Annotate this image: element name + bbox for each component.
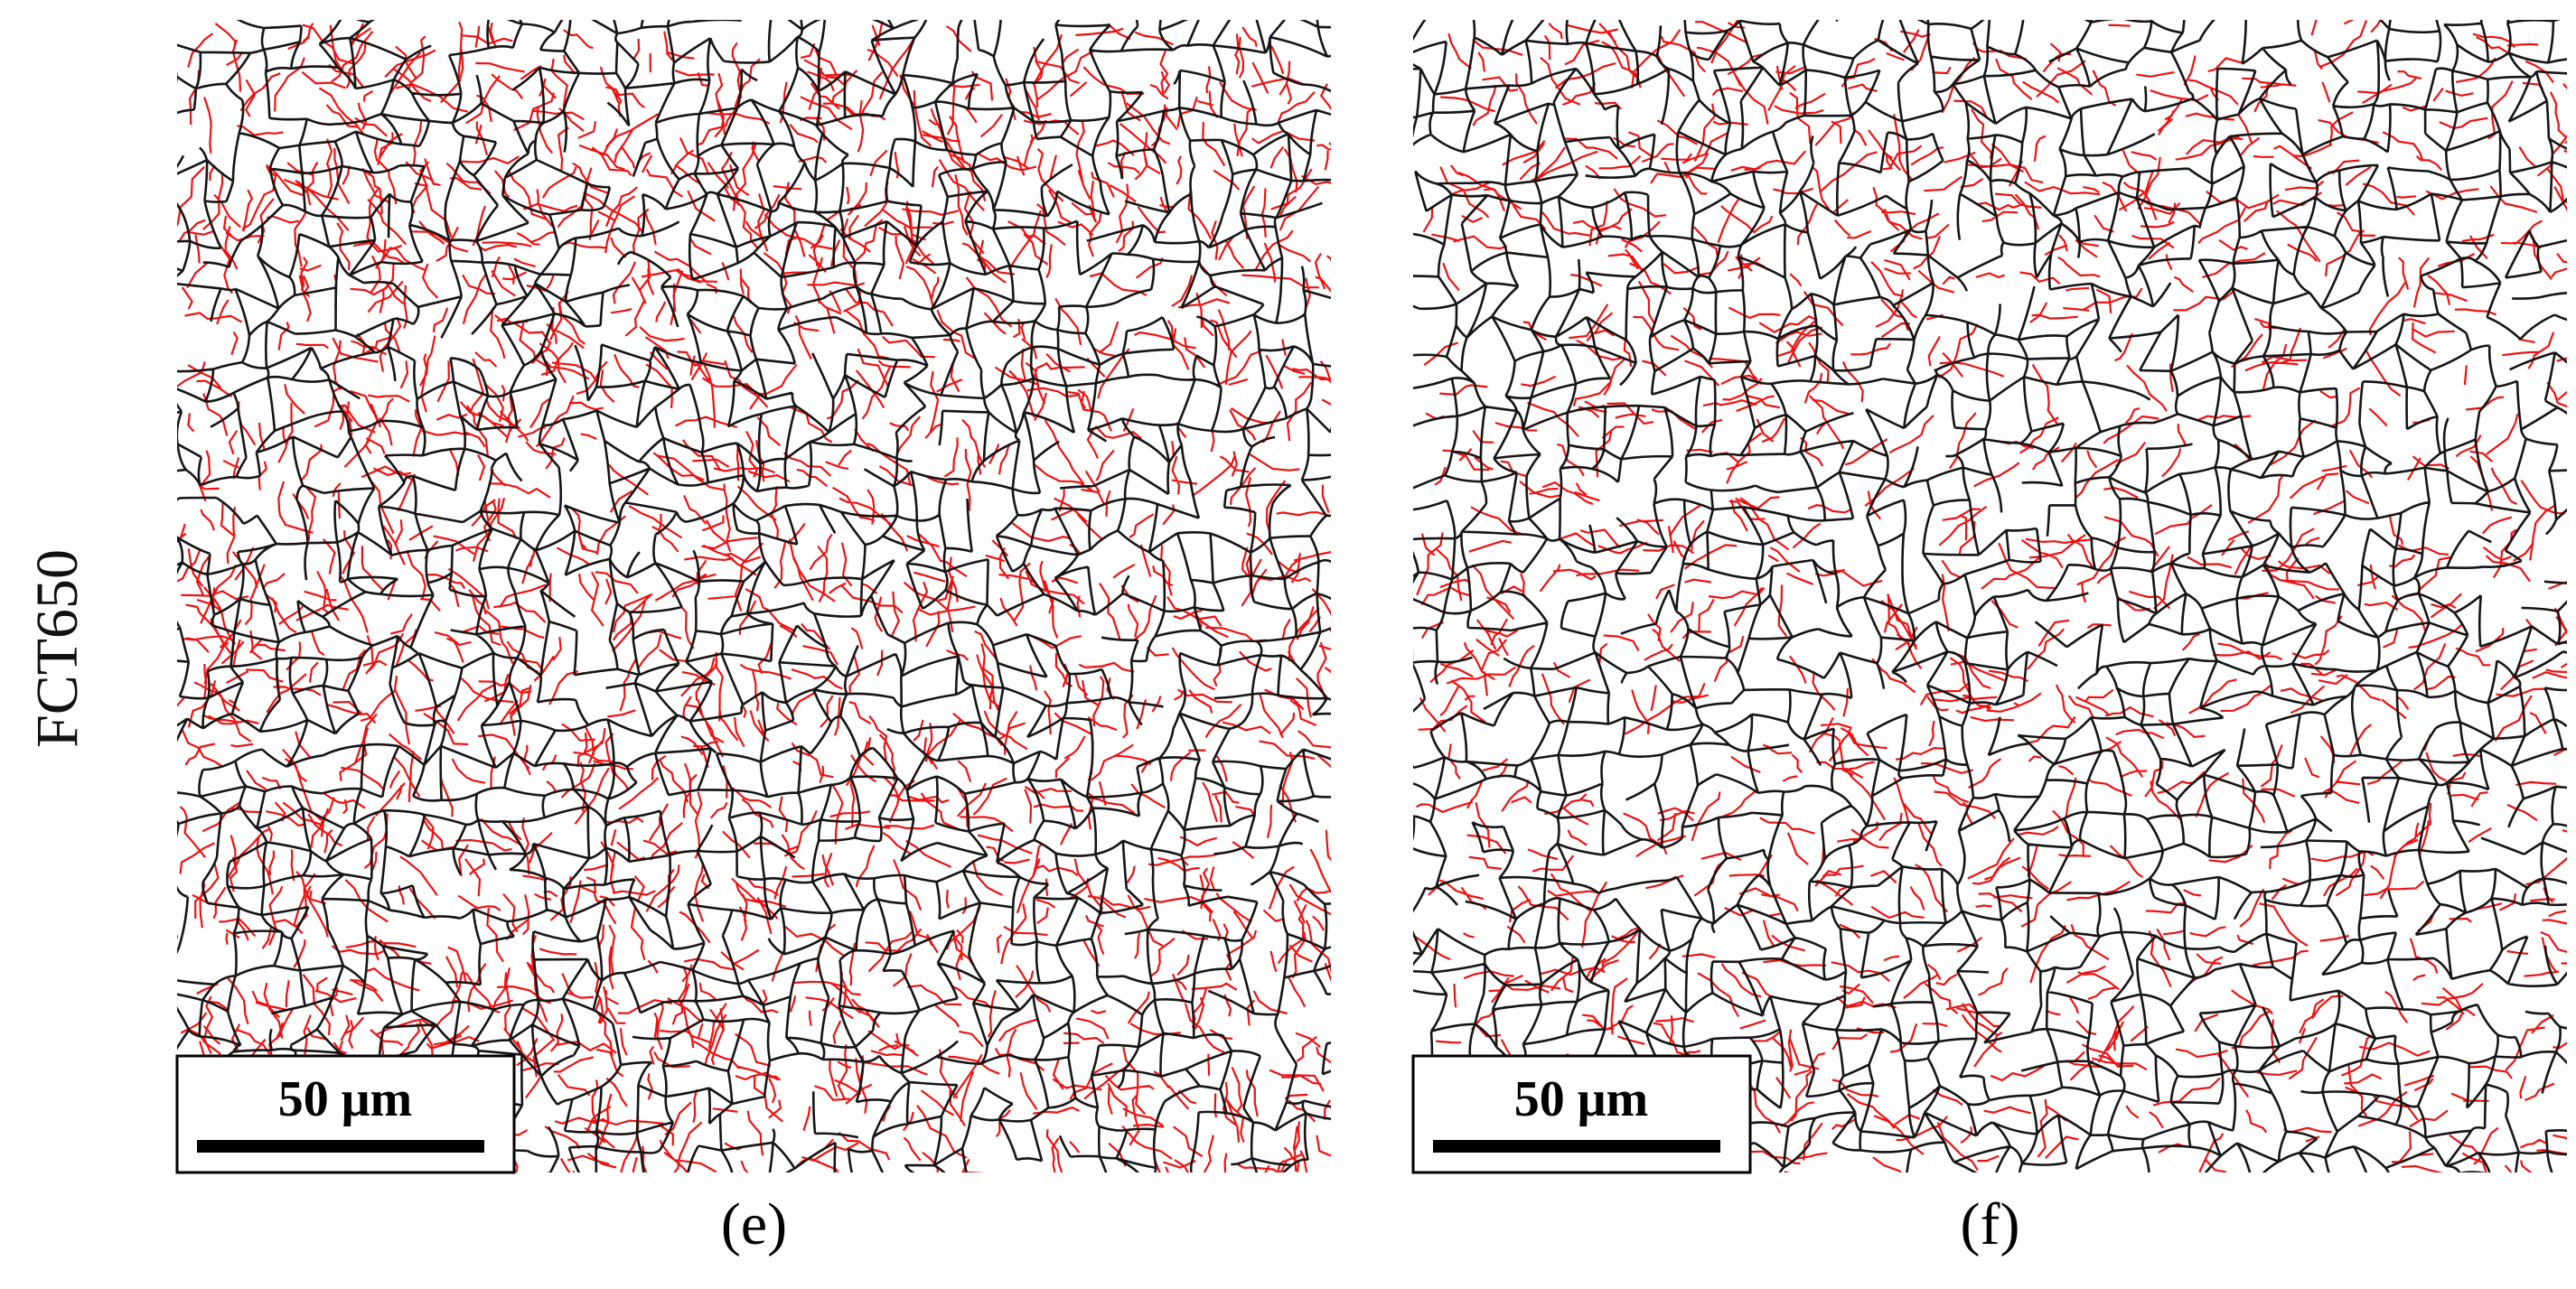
scale-bar-box [175,1054,516,1174]
micrograph [177,20,1331,1172]
panel-label: (e) [721,1191,787,1257]
scale-bar [1433,1140,1720,1153]
grain-boundaries [177,20,1331,1172]
scale-bar-label: 50 μm [278,1071,412,1127]
low-angle-boundaries [177,21,1331,1172]
scale-bar-box [1411,1054,1752,1174]
panel-label: (f) [1961,1191,2020,1257]
scale-bar-label: 50 μm [1514,1071,1648,1127]
row-label: FCT650 [24,549,90,748]
micrograph [1413,20,2567,1172]
scale-bar [197,1140,484,1153]
